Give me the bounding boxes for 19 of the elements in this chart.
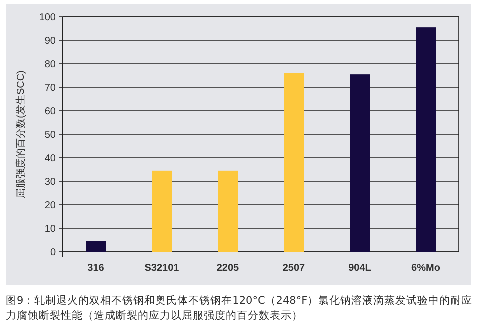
x-tick-label: 2507 bbox=[282, 263, 306, 274]
y-tick-label: 60 bbox=[44, 106, 56, 118]
x-tick-label: S32101 bbox=[144, 263, 180, 274]
y-tick-label: 90 bbox=[44, 36, 56, 47]
y-tick-label: 30 bbox=[44, 177, 56, 188]
y-tick-label: 0 bbox=[50, 248, 56, 258]
y-tick-label: 100 bbox=[39, 12, 56, 24]
x-tick-label: 904L bbox=[348, 263, 372, 274]
x-tick-label: 6%Mo bbox=[412, 263, 440, 274]
y-tick-label: 10 bbox=[44, 224, 56, 235]
x-tick-label: 316 bbox=[88, 263, 105, 274]
y-tick-label: 40 bbox=[44, 154, 56, 164]
caption: 图9：轧制退火的双相不锈钢和奥氏体不锈钢在120°C（248°F）氯化钠溶液滴蒸发试验中的耐应力腐蚀断裂性能（造成断裂的应力以屈服强度的百分数表示） bbox=[6, 294, 474, 324]
y-tick-label: 20 bbox=[44, 200, 56, 212]
y-tick-label: 80 bbox=[44, 60, 56, 70]
y-tick-label: 50 bbox=[44, 130, 56, 141]
y-tick-label: 70 bbox=[44, 83, 56, 94]
x-tick-label: 2205 bbox=[216, 263, 240, 274]
y-axis-title: 屈服强度的百分数(发生SCC) bbox=[15, 70, 27, 198]
